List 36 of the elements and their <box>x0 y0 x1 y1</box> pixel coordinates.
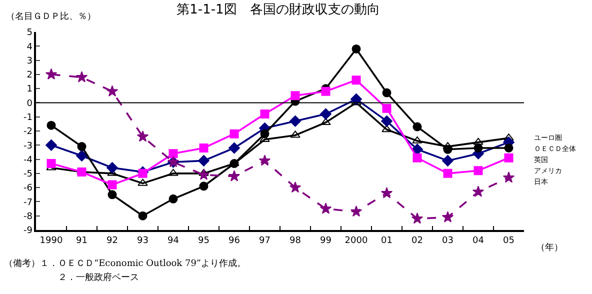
x-tick-label: 95 <box>198 236 210 246</box>
text: （備考）１．ＯＥＣＤ“Economic Outlook 79”より作成。 <box>4 258 246 269</box>
text: ２．一般政府ベース <box>58 272 139 283</box>
y-axis-title: （名目ＧＤＰ比、％） <box>6 11 96 22</box>
chart-title: 第1-1-1図 各国の財政収支の動向 <box>176 2 380 18</box>
y-tick-label: -4 <box>23 155 33 166</box>
x-tick-label: 02 <box>412 236 423 246</box>
x-tick-label: 98 <box>290 236 302 246</box>
x-tick-label: 2000 <box>344 236 368 246</box>
x-tick-label: 97 <box>259 236 270 246</box>
x-tick-label: 05 <box>503 236 514 246</box>
x-tick-label: 99 <box>320 236 332 246</box>
y-tick-label: -1 <box>23 113 32 124</box>
x-tick-label: 03 <box>442 236 454 246</box>
y-tick-label: -7 <box>23 198 32 208</box>
y-tick-label: -9 <box>23 226 33 236</box>
x-tick-label: 96 <box>228 236 240 246</box>
y-tick-label: 3 <box>26 56 32 66</box>
y-tick-label: 0 <box>26 98 33 109</box>
x-tick-label: 1990 <box>40 236 63 246</box>
x-axis-title: （年） <box>536 242 563 253</box>
y-tick-label: 2 <box>26 70 32 81</box>
x-tick-label: 93 <box>137 236 148 246</box>
x-tick-label: 04 <box>472 236 484 246</box>
x-tick-label: 91 <box>76 236 88 246</box>
y-tick-label: -8 <box>23 212 33 222</box>
x-tick-label: 01 <box>381 236 392 246</box>
y-tick-label: -2 <box>23 127 32 138</box>
y-tick-label: 5 <box>26 28 32 38</box>
y-tick-label: -3 <box>23 141 32 152</box>
y-tick-label: -6 <box>23 184 33 194</box>
y-tick-label: 1 <box>26 84 32 95</box>
y-tick-label: 4 <box>26 42 33 52</box>
x-tick-label: 94 <box>168 236 180 246</box>
y-tick-label: -5 <box>23 170 32 180</box>
x-tick-label: 92 <box>106 236 118 246</box>
